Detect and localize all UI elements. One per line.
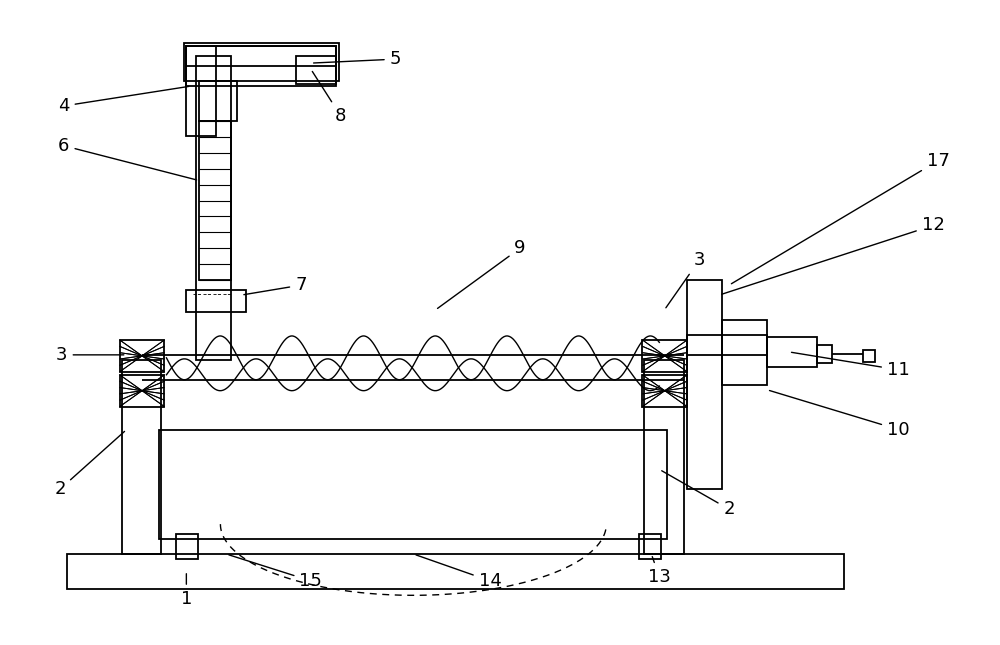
Text: 7: 7 [244, 276, 307, 295]
Text: 2: 2 [54, 432, 125, 499]
Text: 13: 13 [648, 557, 671, 586]
Bar [159, 430, 667, 539]
Bar [186, 46, 336, 66]
Bar [642, 340, 687, 372]
Bar [120, 375, 164, 406]
Text: 4: 4 [58, 86, 189, 115]
Bar [186, 290, 246, 312]
Text: 15: 15 [229, 555, 322, 590]
Text: 14: 14 [416, 555, 501, 590]
Bar [767, 337, 817, 367]
Bar [687, 335, 767, 355]
Text: 17: 17 [731, 152, 950, 284]
Bar [687, 280, 722, 490]
Bar [67, 554, 844, 589]
Text: 6: 6 [58, 137, 197, 180]
Bar [184, 43, 339, 81]
Bar [176, 534, 198, 559]
Bar [186, 46, 216, 136]
Bar [199, 81, 237, 121]
Text: 9: 9 [438, 239, 526, 308]
Text: 5: 5 [314, 50, 401, 68]
Text: 8: 8 [312, 72, 346, 125]
Bar [120, 340, 164, 372]
Text: 2: 2 [662, 471, 735, 518]
Text: 10: 10 [770, 390, 910, 439]
Bar [722, 320, 767, 384]
Bar [642, 375, 687, 406]
Bar [199, 121, 231, 280]
Bar [296, 56, 336, 84]
Text: 11: 11 [791, 352, 910, 379]
Text: 1: 1 [181, 573, 192, 608]
Bar [639, 534, 661, 559]
Text: 3: 3 [56, 346, 124, 364]
Text: 12: 12 [722, 217, 945, 294]
Bar [196, 56, 231, 360]
Text: 3: 3 [666, 252, 705, 308]
Bar [122, 360, 161, 554]
Bar [644, 360, 684, 554]
Bar [817, 345, 832, 363]
Bar [863, 350, 875, 362]
Bar [186, 46, 336, 86]
